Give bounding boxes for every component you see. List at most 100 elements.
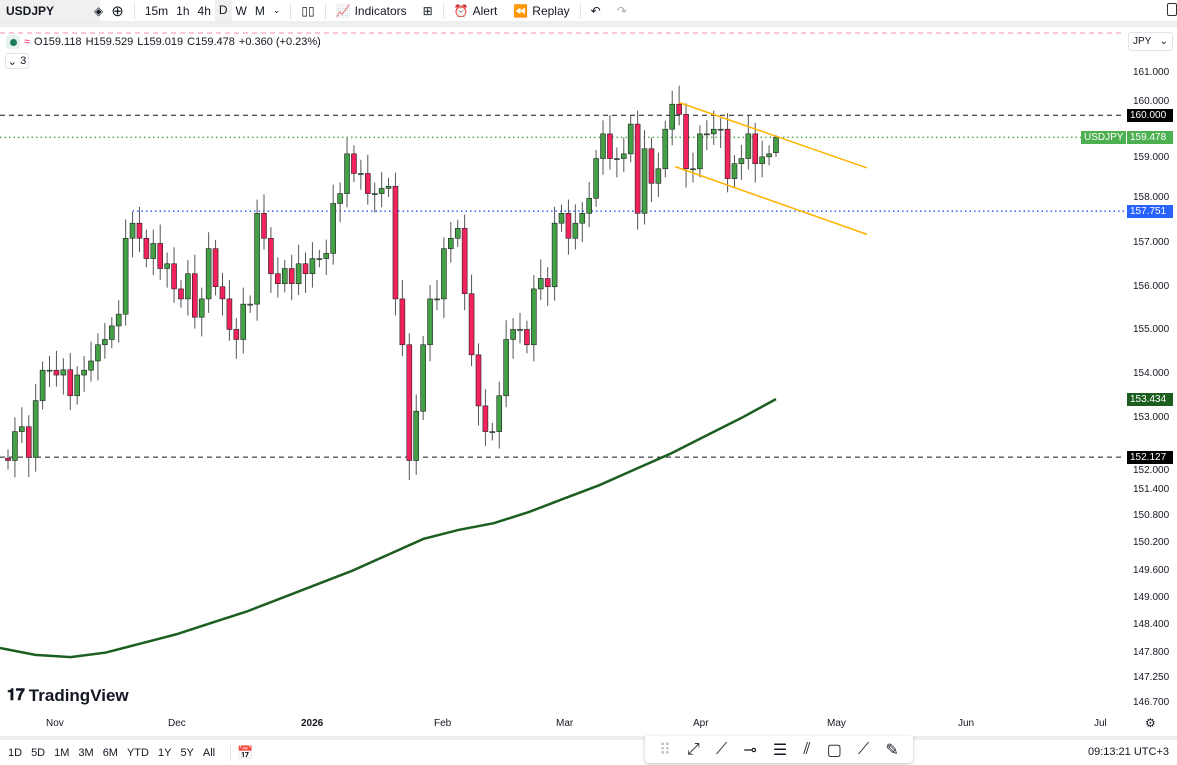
candle-up: [745, 133, 752, 159]
candle-up: [323, 253, 330, 259]
range-1y[interactable]: 1Y: [157, 746, 172, 759]
candle-up: [281, 268, 288, 285]
trend-line-icon[interactable]: ⟋: [715, 740, 728, 758]
candle-up: [572, 222, 579, 239]
price-tick: 151.400: [1133, 483, 1170, 495]
range-1m[interactable]: 1M: [54, 746, 70, 759]
candle-up: [510, 329, 516, 340]
candle-up: [295, 263, 302, 285]
price-tag: 159.478: [1127, 130, 1173, 144]
redo-icon[interactable]: ↷: [616, 3, 627, 18]
interval-m[interactable]: M: [254, 3, 265, 18]
candle-up: [614, 158, 620, 160]
interval-w[interactable]: W: [235, 3, 247, 18]
candle-down: [67, 369, 74, 397]
candle-up: [198, 298, 205, 318]
symbol-label: USDJPY: [6, 3, 55, 18]
currency-label: JPY: [1133, 36, 1152, 47]
symbol-search[interactable]: USDJPY: [0, 0, 100, 21]
range-5d[interactable]: 5D: [31, 746, 46, 759]
price-tick: 150.800: [1133, 510, 1170, 522]
compare-icon[interactable]: ◈: [94, 3, 104, 18]
range-5y[interactable]: 5Y: [180, 746, 194, 759]
candle-up: [81, 369, 87, 376]
range-6m[interactable]: 6M: [102, 746, 118, 759]
candle-down: [351, 153, 357, 174]
candle-up: [185, 273, 191, 300]
divider: [442, 2, 444, 19]
interval-4h[interactable]: 4h: [197, 3, 211, 18]
price-tick: 160.000: [1133, 95, 1170, 107]
candle-up: [316, 258, 323, 260]
candle-down: [136, 222, 143, 239]
drag-handle-icon[interactable]: ⠿: [659, 741, 671, 759]
parallel-channel-icon[interactable]: ⫽: [803, 740, 811, 758]
candle-up: [254, 213, 260, 305]
goto-date-icon[interactable]: 📅: [237, 744, 254, 760]
add-symbol-icon[interactable]: ⊕: [111, 2, 124, 20]
legend-close: C159.478: [187, 36, 235, 48]
price-tick: 146.700: [1133, 697, 1170, 709]
channel-lower-line: [674, 165, 868, 236]
replay-label: Replay: [532, 3, 570, 18]
time-tick: May: [827, 718, 846, 729]
candle-up: [551, 222, 558, 288]
alert-button[interactable]: ⏰ Alert: [450, 4, 502, 18]
candle-up: [579, 213, 586, 224]
candle-up: [150, 243, 157, 259]
trend-line-arrow-icon[interactable]: ⤢: [686, 740, 700, 758]
interval-15m[interactable]: 15m: [144, 3, 169, 18]
divider: [290, 2, 292, 19]
candle-down: [143, 237, 150, 259]
undo-icon[interactable]: ↶: [590, 3, 601, 18]
candle-up: [531, 288, 537, 346]
candle-up: [60, 369, 67, 376]
brush-icon[interactable]: ✎: [885, 741, 899, 759]
indicator-count: 3: [20, 55, 27, 67]
moving-average-line: [0, 398, 777, 659]
range-all[interactable]: All: [202, 746, 216, 759]
candle-up: [454, 228, 461, 239]
chevron-down-icon[interactable]: ⌄: [272, 5, 281, 15]
layouts-icon[interactable]: ⊞: [422, 3, 433, 18]
candle-up: [378, 188, 385, 194]
rectangle-icon[interactable]: ▢: [826, 741, 842, 759]
path-icon[interactable]: ⟋: [858, 740, 870, 758]
indicators-collapse-button[interactable]: ⌄ 3: [5, 53, 29, 69]
candles-icon[interactable]: ▯▯: [301, 3, 315, 18]
range-3m[interactable]: 3M: [78, 746, 94, 759]
candle-down: [212, 248, 219, 288]
chevron-down-icon: ⌄: [7, 55, 18, 68]
replay-button[interactable]: ⏪ Replay: [509, 4, 573, 18]
range-1d[interactable]: 1D: [8, 746, 23, 759]
candle-up: [738, 158, 745, 164]
price-tick: 157.000: [1133, 237, 1170, 249]
candle-down: [226, 298, 233, 330]
interval-d[interactable]: D: [214, 0, 232, 21]
range-ytd[interactable]: YTD: [126, 746, 149, 759]
horizontal-ray-icon[interactable]: ⊸: [743, 741, 757, 759]
currency-select[interactable]: JPY ⌄: [1128, 32, 1173, 51]
candle-up: [427, 298, 433, 346]
axis-settings-icon[interactable]: ⚙: [1145, 716, 1156, 730]
legend-high: H159.529: [85, 36, 134, 48]
fib-retracement-icon[interactable]: ☰: [772, 741, 788, 759]
candle-down: [524, 329, 530, 346]
candle-up: [102, 339, 108, 346]
time-tick: Feb: [434, 718, 452, 729]
candle-down: [171, 263, 177, 290]
interval-1h[interactable]: 1h: [176, 3, 190, 18]
divider: [230, 744, 232, 761]
indicators-button[interactable]: 📈 Indicators: [332, 4, 411, 18]
fullscreen-icon[interactable]: [1167, 3, 1177, 16]
candle-up: [122, 237, 129, 315]
candle-up: [371, 193, 378, 195]
candle-up: [309, 258, 316, 275]
price-chart[interactable]: [0, 27, 1177, 717]
candle-down: [219, 286, 226, 300]
price-tag: 160.000: [1127, 108, 1173, 122]
price-tick: 149.600: [1133, 564, 1170, 576]
candle-down: [302, 263, 309, 275]
price-tick: 159.000: [1133, 151, 1170, 163]
candle-down: [634, 123, 641, 214]
